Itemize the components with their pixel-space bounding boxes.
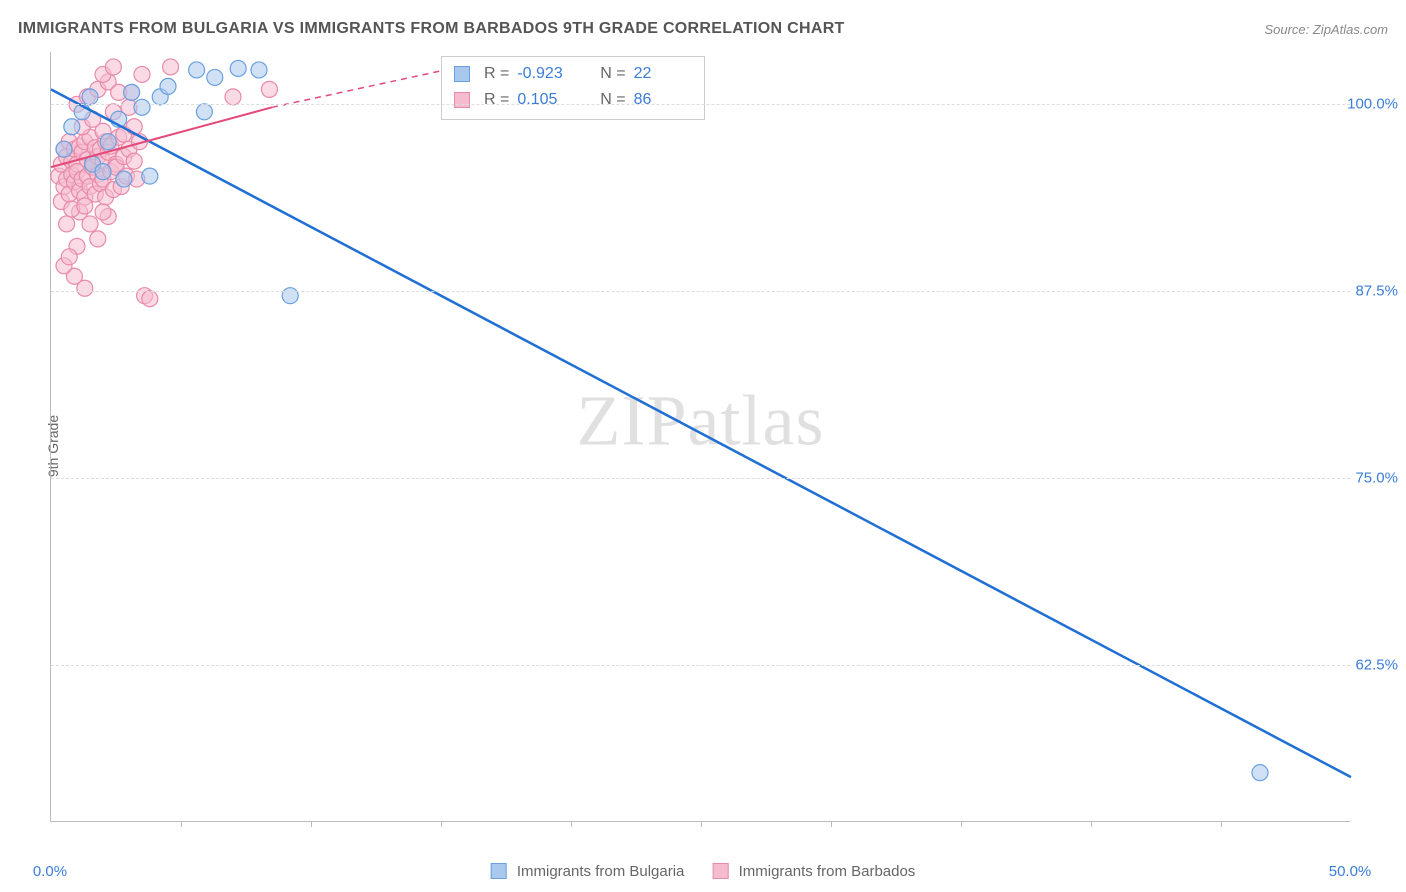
chart-source: Source: ZipAtlas.com [1264, 22, 1388, 37]
stats-R: -0.923 [517, 61, 575, 87]
x-tick [311, 821, 312, 827]
x-tick [441, 821, 442, 827]
gridline-h [51, 291, 1350, 292]
chart-header: IMMIGRANTS FROM BULGARIA VS IMMIGRANTS F… [18, 20, 1388, 38]
gridline-h [51, 478, 1350, 479]
y-tick-label: 87.5% [1355, 283, 1398, 300]
y-tick-label: 62.5% [1355, 657, 1398, 674]
legend-label-barbados: Immigrants from Barbados [739, 863, 916, 880]
legend-label-bulgaria: Immigrants from Bulgaria [517, 863, 685, 880]
gridline-h [51, 665, 1350, 666]
plot-area: ZIPatlas R =-0.923 N =22R =0.105 N =86 [50, 52, 1350, 822]
legend-swatch-barbados [712, 863, 728, 879]
x-tick [701, 821, 702, 827]
legend-item-barbados: Immigrants from Barbados [712, 863, 915, 880]
bottom-legend: Immigrants from Bulgaria Immigrants from… [491, 863, 916, 880]
x-tick-label: 50.0% [1329, 863, 1372, 880]
chart-svg [51, 52, 1350, 821]
stats-N: 22 [634, 61, 692, 87]
legend-item-bulgaria: Immigrants from Bulgaria [491, 863, 685, 880]
stats-legend-box: R =-0.923 N =22R =0.105 N =86 [441, 56, 705, 120]
chart-title: IMMIGRANTS FROM BULGARIA VS IMMIGRANTS F… [18, 20, 845, 38]
stats-N: 86 [634, 87, 692, 113]
stats-row-bulgaria: R =-0.923 N =22 [454, 61, 692, 87]
stats-row-barbados: R =0.105 N =86 [454, 87, 692, 113]
y-tick-label: 100.0% [1347, 96, 1398, 113]
x-tick [571, 821, 572, 827]
x-tick [831, 821, 832, 827]
x-tick [181, 821, 182, 827]
x-tick [961, 821, 962, 827]
legend-swatch-bulgaria [491, 863, 507, 879]
stats-swatch [454, 66, 470, 82]
gridline-h [51, 104, 1350, 105]
stats-swatch [454, 92, 470, 108]
y-tick-label: 75.0% [1355, 470, 1398, 487]
x-tick-label: 0.0% [33, 863, 67, 880]
x-tick [1221, 821, 1222, 827]
stats-R: 0.105 [517, 87, 575, 113]
x-tick [1091, 821, 1092, 827]
